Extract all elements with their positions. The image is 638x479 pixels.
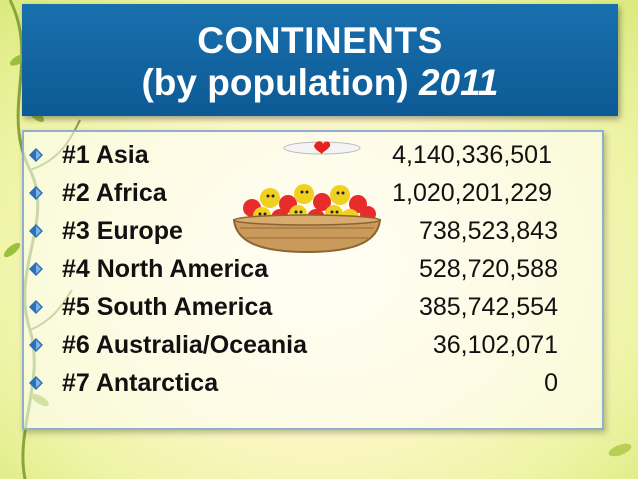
diamond-bullet-icon [29, 186, 43, 200]
diamond-bullet-icon [29, 148, 43, 162]
subtitle-text: (by population) [141, 62, 409, 103]
list-item: #6 Australia/Oceania 36,102,071 [24, 326, 602, 364]
list-item: #4 North America 528,720,588 [24, 250, 602, 288]
title-banner: CONTINENTS (by population) 2011 [22, 4, 618, 116]
diamond-bullet-icon [29, 300, 43, 314]
continent-label: #3 Europe [62, 217, 183, 245]
page-title: CONTINENTS [197, 20, 443, 61]
population-value: 1,020,201,229 [392, 179, 552, 207]
continent-label: #2 Africa [62, 179, 167, 207]
population-value: 738,523,843 [418, 217, 558, 245]
subtitle-year: 2011 [418, 62, 499, 103]
population-value: 4,140,336,501 [392, 141, 552, 169]
continent-label: #1 Asia [62, 141, 149, 169]
continent-label: #4 North America [62, 255, 269, 283]
continent-label: #7 Antarctica [62, 369, 219, 397]
page-subtitle: (by population) 2011 [22, 61, 618, 105]
population-value: 528,720,588 [418, 255, 558, 283]
list-item: #5 South America 385,742,554 [24, 288, 602, 326]
continent-label: #5 South America [62, 293, 273, 321]
diamond-bullet-icon [29, 376, 43, 390]
list-item: #1 Asia 4,140,336,501 [24, 136, 602, 174]
fruit-bowl-icon [232, 141, 382, 254]
diamond-bullet-icon [29, 224, 43, 238]
list-item: #7 Antarctica 0 [24, 364, 602, 402]
population-list: #1 Asia 4,140,336,501 #2 Africa 1,020,20… [22, 130, 604, 430]
continent-label: #6 Australia/Oceania [62, 331, 308, 359]
list-item: #2 Africa 1,020,201,229 [24, 174, 602, 212]
diamond-bullet-icon [29, 338, 43, 352]
list-item: #3 Europe 738,523,843 [24, 212, 602, 250]
diamond-bullet-icon [29, 262, 43, 276]
population-value: 0 [544, 369, 558, 397]
population-value: 36,102,071 [432, 331, 558, 359]
population-value: 385,742,554 [418, 293, 558, 321]
